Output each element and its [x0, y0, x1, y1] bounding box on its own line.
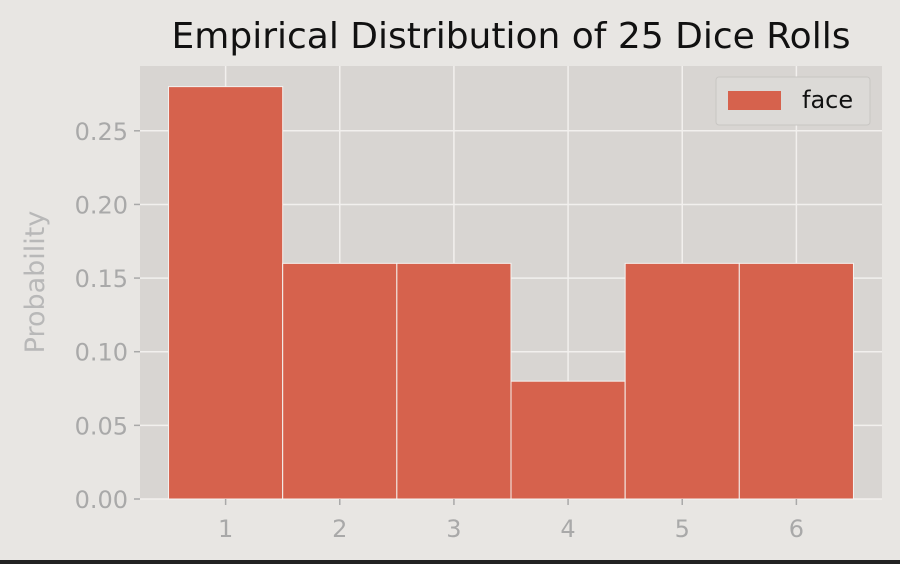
y-axis-label: Probability [20, 211, 51, 354]
x-tick-label: 3 [446, 515, 461, 543]
x-axis-ticks: 1 2 3 4 5 6 [218, 499, 804, 543]
y-tick-label: 0.20 [75, 191, 128, 219]
bottom-border [0, 560, 900, 564]
x-tick-label: 6 [789, 515, 804, 543]
y-tick-label: 0.15 [75, 265, 128, 293]
chart-title: Empirical Distribution of 25 Dice Rolls [172, 16, 851, 57]
x-tick-label: 4 [560, 515, 575, 543]
bar-face-6 [738, 262, 854, 500]
x-tick-label: 5 [675, 515, 690, 543]
y-axis-ticks: 0.00 0.05 0.10 0.15 0.20 0.25 [75, 118, 140, 514]
y-tick-label: 0.10 [75, 339, 128, 367]
bar-face-4 [510, 380, 626, 500]
y-tick-label: 0.05 [75, 412, 128, 440]
x-tick-label: 1 [218, 515, 233, 543]
bar-face-3 [396, 262, 512, 500]
legend-swatch [728, 91, 781, 110]
legend-box [715, 76, 871, 126]
y-tick-label: 0.00 [75, 486, 128, 514]
bar-face-2 [282, 262, 398, 500]
bars [168, 86, 854, 500]
bar-face-1 [168, 86, 284, 500]
bar-face-5 [624, 262, 740, 500]
y-tick-label: 0.25 [75, 118, 128, 146]
legend-label: face [802, 86, 853, 114]
x-tick-label: 2 [332, 515, 347, 543]
legend: face [715, 76, 871, 126]
